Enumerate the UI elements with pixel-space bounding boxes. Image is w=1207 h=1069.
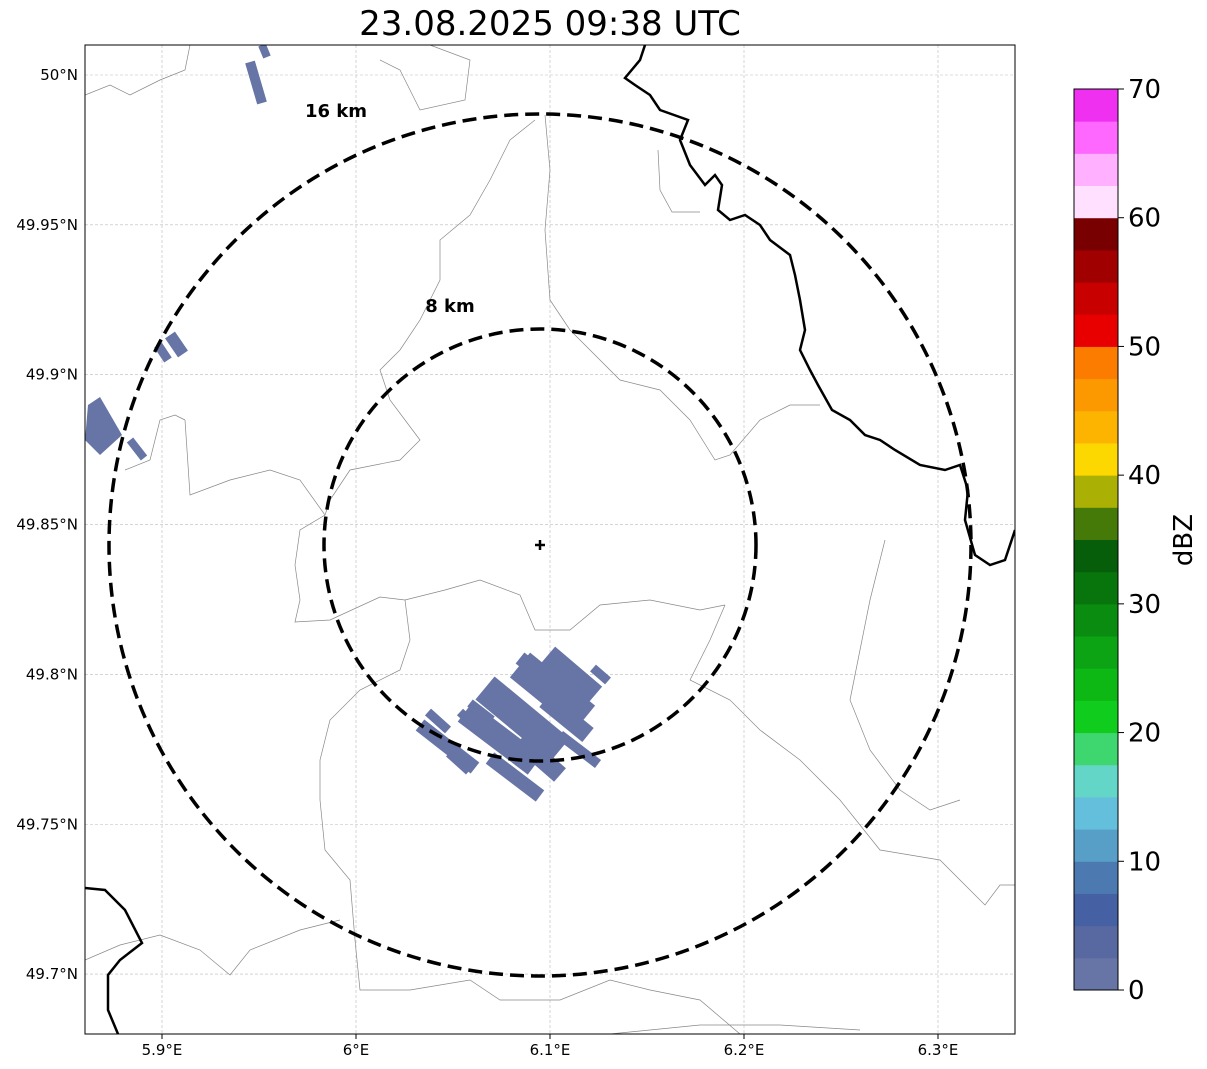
gridlines [85,45,1015,1034]
colorbar-bin [1074,153,1118,187]
ytick-label: 49.8°N [26,665,78,683]
colorbar-bin [1074,346,1118,380]
colorbar-bin [1074,571,1118,605]
colorbar-bin [1074,829,1118,862]
ring-label-8km: 8 km [425,296,475,317]
xtick-label: 6.2°E [724,1041,765,1059]
radar-echoes [85,45,611,802]
colorbar-bin [1074,185,1118,219]
country-borders [85,45,1015,1034]
xtick-label: 5.9°E [142,1041,183,1059]
colorbar-tick-label: 50 [1128,332,1161,362]
colorbar-bin [1074,603,1118,637]
map-title: 23.08.2025 09:38 UTC [359,4,741,44]
colorbar-bin [1074,957,1118,991]
colorbar-bin [1074,861,1118,894]
colorbar-bin [1074,507,1118,540]
colorbar-tick-label: 40 [1128,461,1161,491]
colorbar-bin [1074,121,1118,154]
colorbar-frame [1073,88,1119,991]
thin-borders [85,45,1015,1034]
colorbar-bin [1074,410,1118,444]
colorbar-label: dBZ [1169,514,1199,566]
colorbar-bin [1074,539,1118,573]
colorbar-bin [1074,764,1118,798]
colorbar-bin [1074,668,1118,701]
colorbar-bin [1074,89,1118,122]
colorbar-bin [1074,893,1118,927]
ytick-label: 49.7°N [26,965,78,983]
axis-ticks: 5.9°E 6°E 6.1°E 6.2°E 6.3°E 50°N 49.95°N 49.9°N… [16,66,958,1059]
xtick-label: 6.1°E [530,1041,571,1059]
ytick-label: 49.75°N [16,815,78,833]
ring-8km [322,327,758,763]
colorbar-bin [1074,217,1118,251]
colorbar-bin [1074,314,1118,347]
radar-site-marker-icon [535,540,545,550]
colorbar-tick-label: 10 [1128,847,1161,877]
range-rings [107,112,973,978]
ytick-label: 49.85°N [16,516,78,534]
colorbar-bin [1074,925,1118,959]
colorbar-bin [1074,442,1118,476]
colorbar: 0 10 20 30 40 50 60 70 [1073,75,1161,1006]
xtick-label: 6°E [343,1041,370,1059]
xtick-label: 6.3°E [918,1041,959,1059]
colorbar-bin [1074,475,1118,508]
colorbar-tick-label: 0 [1128,976,1145,1006]
ring-16km [107,112,973,978]
colorbar-bin [1074,636,1118,669]
colorbar-bin [1074,282,1118,315]
colorbar-tick-label: 60 [1128,204,1161,234]
colorbar-bin [1074,700,1118,734]
ytick-label: 49.95°N [16,216,78,234]
ytick-label: 50°N [40,66,78,84]
colorbar-bin [1074,796,1118,830]
colorbar-tick-label: 20 [1128,719,1161,749]
colorbar-bin [1074,732,1118,766]
colorbar-bin [1074,249,1118,283]
colorbar-bin [1074,378,1118,412]
colorbar-tick-label: 30 [1128,590,1161,620]
colorbar-tick-label: 70 [1128,75,1161,105]
ytick-label: 49.9°N [26,366,78,384]
ring-label-16km: 16 km [305,101,367,122]
